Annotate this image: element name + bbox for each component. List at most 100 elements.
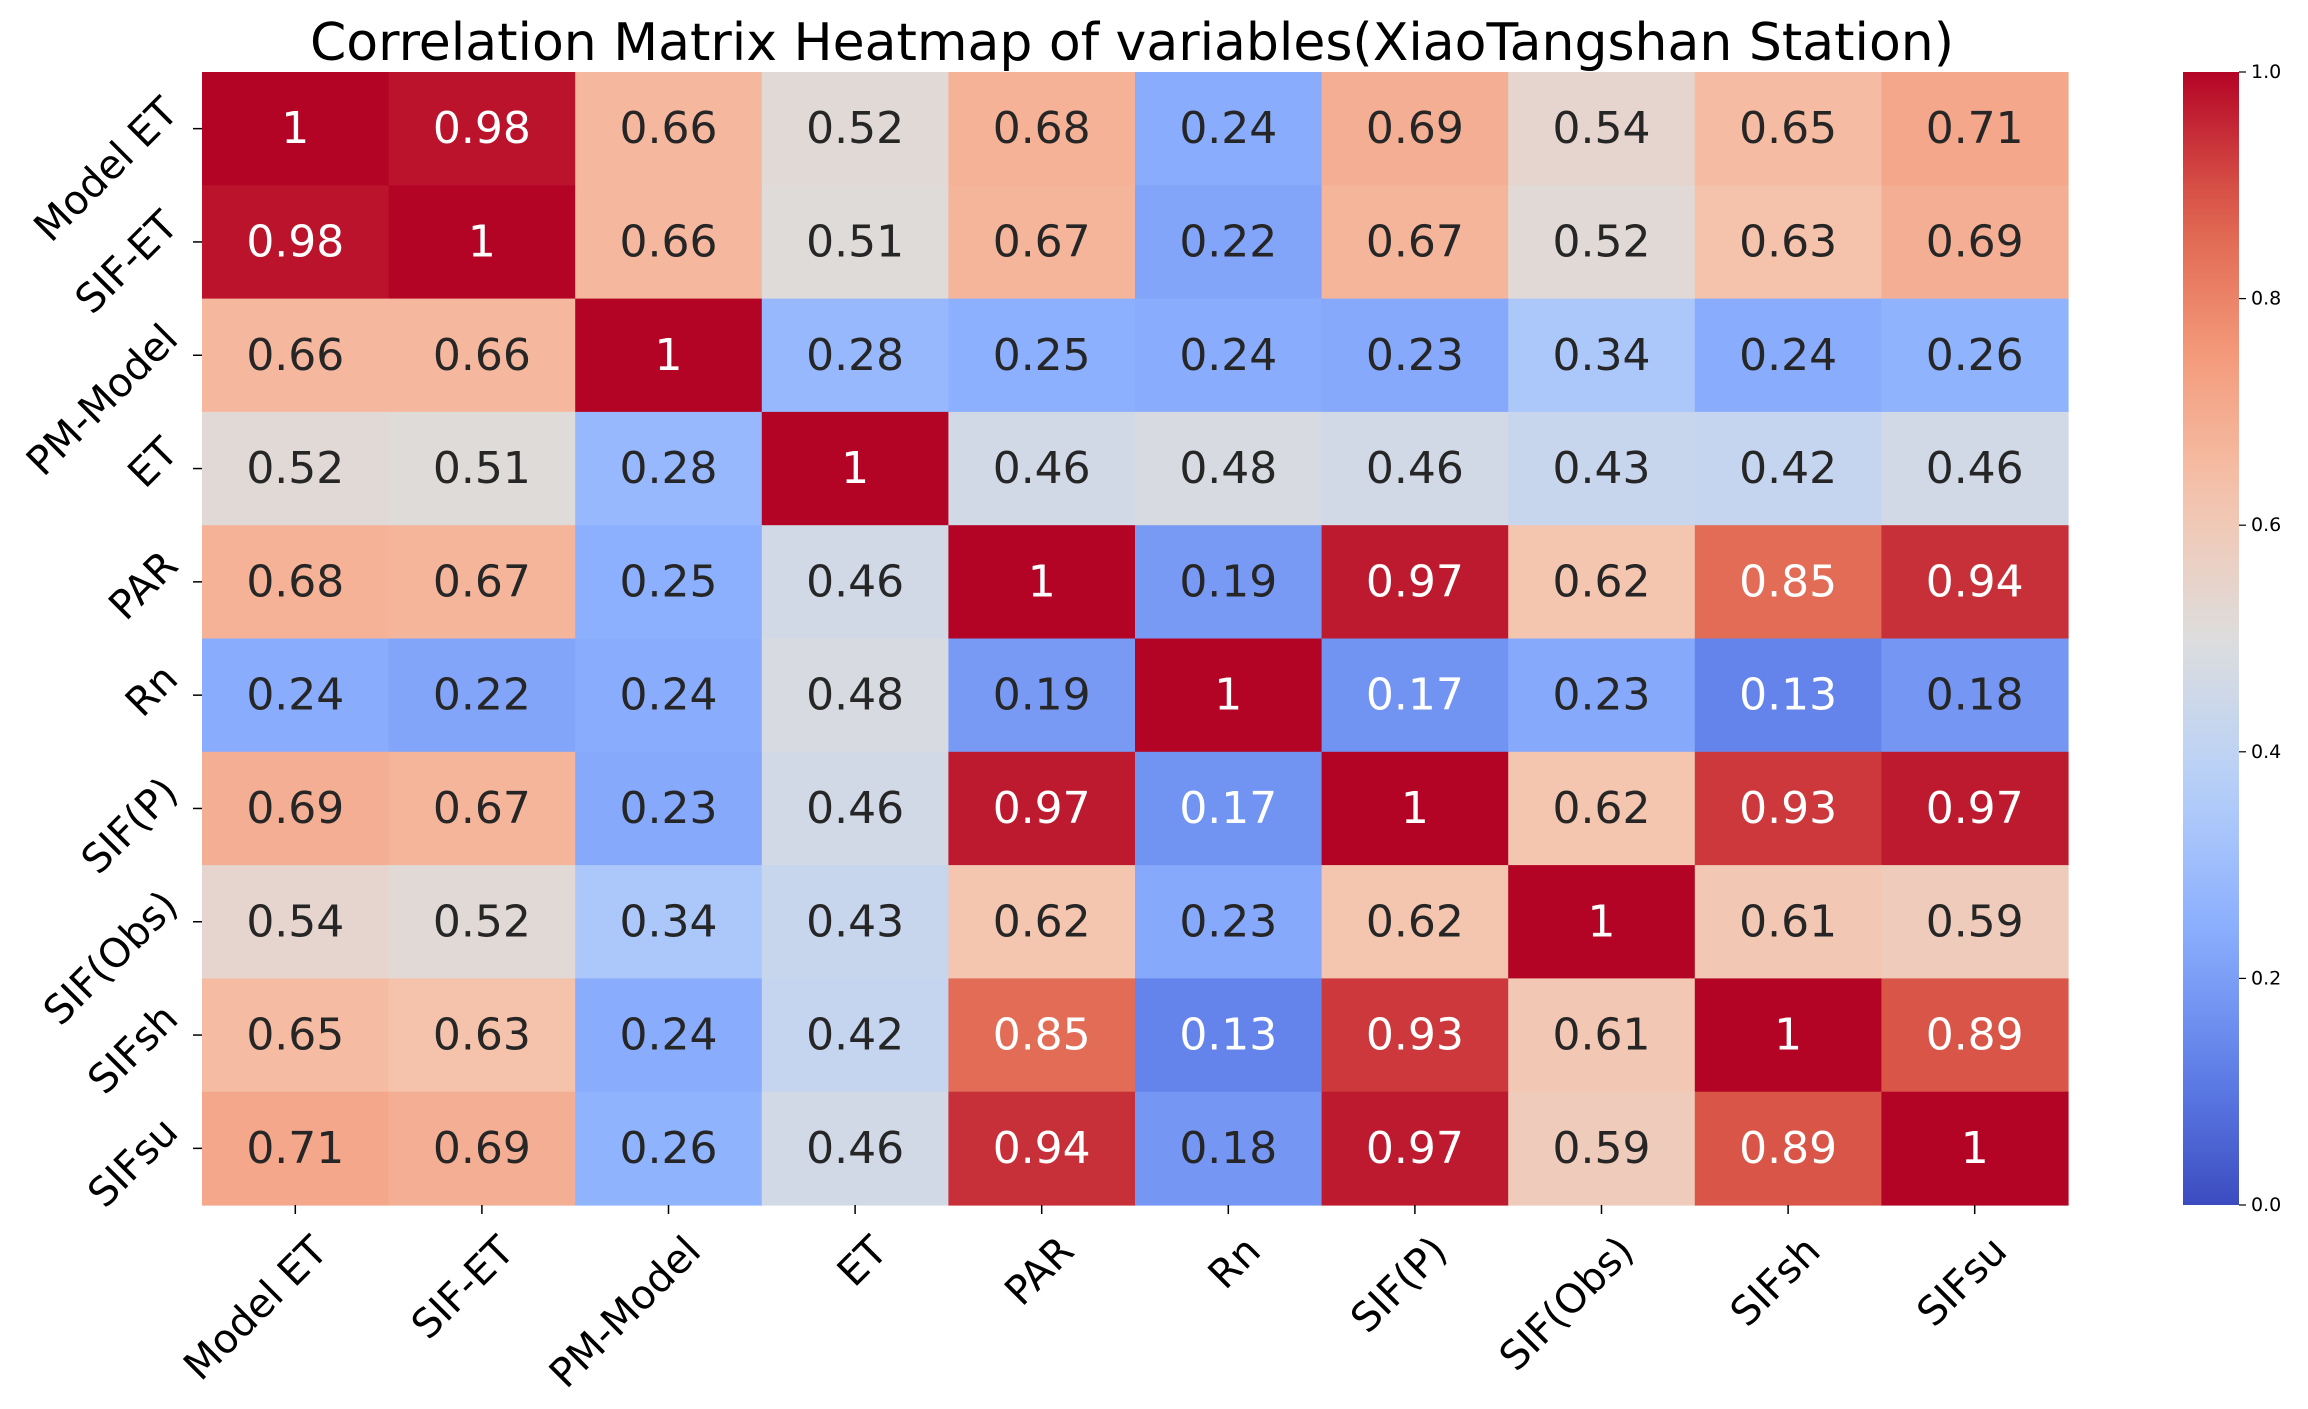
colorbar-tick-label: 0.2 — [2251, 967, 2281, 989]
heatmap-cell — [948, 525, 1136, 640]
cell-annotation: 0.93 — [1366, 1010, 1464, 1061]
cell-annotation: 0.66 — [246, 330, 344, 381]
heatmap-cell — [1694, 865, 1882, 979]
heatmap-cell — [1508, 298, 1696, 413]
heatmap-cell — [388, 1091, 576, 1206]
heatmap-cell — [948, 1091, 1136, 1206]
heatmap-cell — [948, 411, 1136, 526]
cell-annotation: 0.52 — [246, 443, 344, 494]
cell-annotation: 0.17 — [1179, 783, 1277, 834]
cell-annotation: 0.28 — [806, 330, 904, 381]
cell-annotation: 0.23 — [1366, 330, 1464, 381]
cell-annotation: 0.46 — [806, 1123, 904, 1174]
cell-annotation: 0.67 — [1366, 216, 1464, 267]
heatmap-cell — [1321, 298, 1509, 413]
cell-annotation: 0.66 — [433, 330, 531, 381]
heatmap-cell — [1694, 978, 1882, 1093]
heatmap-cell — [1508, 751, 1696, 866]
cell-annotation: 0.46 — [993, 443, 1091, 494]
heatmap-cell — [1508, 411, 1696, 526]
cell-annotation: 0.43 — [806, 896, 904, 947]
heatmap-cell — [1135, 978, 1323, 1093]
heatmap-cell — [575, 978, 763, 1093]
heatmap-cell — [1508, 72, 1696, 186]
cell-annotation: 0.62 — [1366, 896, 1464, 947]
heatmap-cell — [1135, 411, 1323, 526]
cell-annotation: 0.19 — [993, 670, 1091, 721]
cell-annotation: 0.97 — [1366, 556, 1464, 607]
heatmap-cell — [948, 298, 1136, 413]
heatmap-cell — [948, 638, 1136, 753]
cell-annotation: 0.48 — [806, 670, 904, 721]
cell-annotation: 0.24 — [1179, 103, 1277, 154]
y-tick-label: Rn — [117, 656, 187, 726]
cell-annotation: 0.59 — [1926, 896, 2024, 947]
cell-annotation: 0.68 — [993, 103, 1091, 154]
cell-annotation: 0.54 — [246, 896, 344, 947]
heatmap-cell — [761, 865, 949, 979]
cell-annotation: 0.19 — [1179, 556, 1277, 607]
heatmap-cell — [388, 72, 576, 186]
cell-annotation: 0.54 — [1553, 103, 1651, 154]
colorbar-gradient — [2183, 72, 2239, 1205]
cell-annotation: 0.42 — [1739, 443, 1837, 494]
heatmap-cell — [1881, 298, 2069, 413]
cell-annotation: 0.71 — [1926, 103, 2024, 154]
heatmap-cell — [1881, 638, 2069, 753]
cell-annotation: 0.42 — [806, 1010, 904, 1061]
heatmap-cell — [761, 185, 949, 300]
x-tick-label: SIF-ET — [403, 1228, 524, 1349]
heatmap-cell — [1321, 638, 1509, 753]
heatmap-cell — [1135, 1091, 1323, 1206]
cell-annotation: 0.62 — [1553, 556, 1651, 607]
x-tick-label: SIFsu — [1908, 1228, 2016, 1336]
cell-annotation: 0.46 — [806, 556, 904, 607]
heatmap-cell — [1881, 411, 2069, 526]
y-axis: Model ETSIF-ETPM-ModelETPARRnSIF(P)SIF(O… — [18, 89, 202, 1217]
heatmap-cell — [948, 751, 1136, 866]
cell-annotation: 0.61 — [1553, 1010, 1651, 1061]
cell-annotation: 1 — [1961, 1123, 1989, 1174]
cell-annotation: 0.24 — [620, 1010, 718, 1061]
cell-annotation: 0.97 — [993, 783, 1091, 834]
x-tick-label: SIF(Obs) — [1491, 1228, 1643, 1380]
heatmap-cell — [202, 72, 390, 186]
heatmap-cell — [388, 751, 576, 866]
cell-annotation: 0.46 — [1366, 443, 1464, 494]
cell-annotation: 1 — [468, 216, 496, 267]
heatmap-cell — [1321, 1091, 1509, 1206]
cell-annotation: 0.85 — [993, 1010, 1091, 1061]
cell-annotation: 1 — [281, 103, 309, 154]
heatmap-cell — [1135, 638, 1323, 753]
cell-annotation: 0.62 — [993, 896, 1091, 947]
cell-annotation: 0.97 — [1366, 1123, 1464, 1174]
cell-annotation: 0.62 — [1553, 783, 1651, 834]
cell-annotation: 0.71 — [246, 1123, 344, 1174]
cell-annotation: 0.24 — [246, 670, 344, 721]
cell-annotation: 0.94 — [993, 1123, 1091, 1174]
heatmap-cell — [1508, 638, 1696, 753]
cell-annotation: 0.59 — [1553, 1123, 1651, 1174]
colorbar-tick-label: 0.8 — [2251, 288, 2281, 310]
cell-annotation: 0.52 — [806, 103, 904, 154]
heatmap-cell — [575, 72, 763, 186]
cell-annotation: 0.46 — [1926, 443, 2024, 494]
cell-annotation: 0.67 — [433, 783, 531, 834]
cell-annotation: 0.13 — [1739, 670, 1837, 721]
heatmap-cell — [1135, 525, 1323, 640]
heatmap-cell — [1135, 865, 1323, 979]
colorbar-tick-label: 0.0 — [2251, 1194, 2281, 1216]
heatmap-cell — [948, 865, 1136, 979]
y-tick-label: SIFsu — [79, 1109, 187, 1217]
heatmap-cell — [202, 298, 390, 413]
heatmap-cell — [761, 525, 949, 640]
cell-annotation: 0.66 — [620, 216, 718, 267]
cell-annotation: 0.23 — [1179, 896, 1277, 947]
heatmap-cell — [1508, 1091, 1696, 1206]
cell-annotations: 1 0.98 0.66 0.52 0.68 0.24 0.69 0.54 0.65 0.71 0.9… — [246, 103, 2023, 1174]
heatmap-cell — [575, 298, 763, 413]
cell-annotation: 0.66 — [620, 103, 718, 154]
cell-annotation: 1 — [1774, 1010, 1802, 1061]
cell-annotation: 0.69 — [1366, 103, 1464, 154]
